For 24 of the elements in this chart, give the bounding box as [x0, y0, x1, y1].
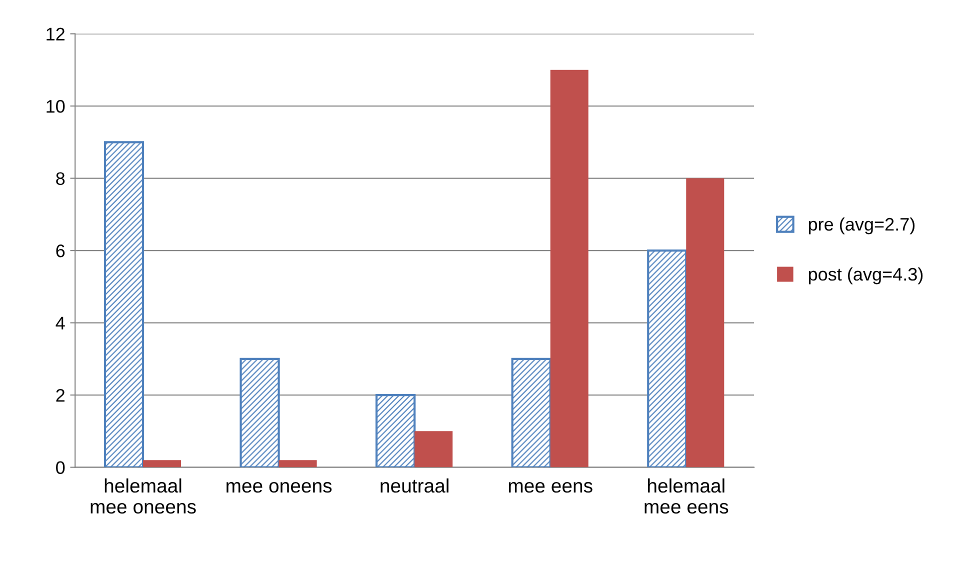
x-tick-label: helemaal mee eens — [644, 478, 728, 514]
bar — [104, 141, 144, 468]
x-tick-label: neutraal — [380, 478, 448, 493]
y-tick-label: 4 — [56, 316, 65, 330]
y-tick-label: 6 — [56, 244, 65, 258]
bar — [278, 460, 317, 468]
y-tick-label: 10 — [46, 100, 65, 113]
bar — [647, 249, 688, 468]
y-tick-label: 0 — [56, 461, 65, 474]
bar — [143, 460, 182, 468]
y-tick-label: 12 — [46, 28, 64, 40]
bar — [376, 394, 416, 468]
legend-label: pre (avg=2.7) — [808, 217, 915, 234]
bar — [511, 358, 552, 468]
y-tick-label: 8 — [56, 172, 65, 186]
x-tick-label: mee oneens — [226, 482, 332, 493]
x-tick-label: helemaal mee oneens — [90, 478, 196, 514]
bar — [414, 431, 453, 468]
bar — [550, 70, 588, 468]
bar — [240, 358, 280, 468]
legend-label: post (avg=4.3) — [808, 267, 923, 284]
bar — [686, 178, 724, 468]
y-tick-label: 2 — [56, 388, 64, 402]
x-tick-label: mee eens — [508, 482, 592, 493]
